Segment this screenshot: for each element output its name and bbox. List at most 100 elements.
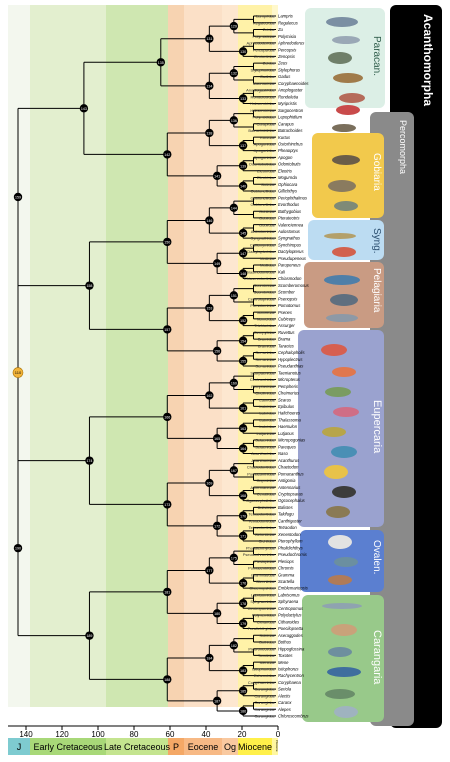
taxon-family: Eleotridae <box>257 175 276 180</box>
taxon-genus: Ostorhinchus <box>278 141 304 146</box>
taxon-family: Gobionellidae <box>251 202 276 207</box>
node-number: 140 <box>240 184 246 188</box>
node-circle <box>238 578 248 588</box>
node-number: 155 <box>240 359 246 363</box>
node-circle <box>205 391 214 400</box>
taxon-genus: Ogcocephalus <box>278 498 306 503</box>
taxon-family: Rondeletiidae <box>251 94 276 99</box>
taxon-family: Scombridae <box>254 290 276 295</box>
taxon-family: Scombridae <box>254 283 276 288</box>
node-circle <box>229 378 239 388</box>
era-label-pliocene: Pliocene <box>275 740 279 752</box>
taxon-genus: Zeus <box>277 61 288 66</box>
fish-illustration <box>325 387 351 397</box>
era-oligocene <box>222 738 238 755</box>
node-number: 162 <box>206 394 212 398</box>
node-number: 171 <box>240 534 246 538</box>
taxon-genus: Poecilopsetta <box>278 626 304 631</box>
fish-illustration <box>333 73 363 83</box>
taxon-family: Apogonidae <box>254 148 276 153</box>
taxon-family: Sphyraenidae <box>250 599 275 604</box>
node-circle <box>13 543 23 553</box>
node-number: 133 <box>240 97 246 101</box>
fish-illustration <box>332 155 360 165</box>
taxon-family: Zeidae <box>263 61 276 66</box>
node-circle <box>163 675 172 684</box>
taxon-genus: Cubiceps <box>278 316 296 321</box>
taxon-genus: Gramma <box>278 572 295 577</box>
taxon-genus: Dactylopterus <box>278 249 305 254</box>
taxon-genus: Chiasmodon <box>278 276 302 281</box>
node-circle <box>229 203 239 213</box>
taxon-family: Syngnathidae <box>251 236 276 241</box>
taxon-genus: Myripristis <box>278 101 298 106</box>
node-number: 145 <box>240 232 246 236</box>
axis-tick-label: 80 <box>130 730 139 739</box>
taxon-family: Polynemidae <box>252 613 276 618</box>
node-circle <box>205 566 214 575</box>
taxon-genus: Centropomus <box>278 606 304 611</box>
taxon-genus: Gadus <box>278 74 291 79</box>
taxon-family: Batrachoididae <box>248 128 275 133</box>
node-circle <box>156 58 165 67</box>
taxon-family: Acanthuridae <box>251 451 275 456</box>
fish-illustration <box>324 275 360 285</box>
taxon-family: Anoplogastridae <box>246 88 276 93</box>
root-node-number: 110 <box>15 370 22 375</box>
node-circle <box>163 587 172 597</box>
era-late-cretaceous <box>106 738 168 755</box>
taxon-genus: Polymixia <box>278 34 297 39</box>
node-number: 181 <box>164 590 170 594</box>
era-label-jurassic: J <box>17 742 22 752</box>
taxon-genus: Rachycentron <box>278 673 305 678</box>
taxon-family: Gobiidae <box>259 222 276 227</box>
node-markers: 129 130 131 132 133 134 135 136 137 138 139 140 141 1… <box>12 21 248 716</box>
taxon-genus: Coryphaenoides <box>278 81 309 86</box>
fish-illustration <box>331 624 357 636</box>
taxon-family: Macrouridae <box>253 81 276 86</box>
oligocene-band <box>222 5 238 707</box>
taxon-family: Centrarchidae <box>250 377 276 382</box>
fish-illustration <box>325 689 355 699</box>
node-circle <box>238 424 248 433</box>
node-circle <box>238 666 248 675</box>
taxon-genus: Apogon <box>277 155 293 160</box>
taxon-family: Gobionellidae <box>251 195 276 200</box>
node-circle <box>163 325 172 334</box>
taxon-genus: Takifugu <box>278 512 294 517</box>
node-number: 176 <box>240 582 246 586</box>
taxon-genus: Chloroscombrus <box>278 714 309 719</box>
node-circle <box>205 303 214 313</box>
node-circle <box>238 444 248 453</box>
taxon-genus: Parupeneus <box>278 263 301 268</box>
taxon-genus: Scomberomorus <box>278 283 310 288</box>
fish-illustration <box>332 36 360 44</box>
taxon-genus: Mogurnda <box>278 175 298 180</box>
taxon-family: Chiasmodontidae <box>244 276 276 281</box>
node-number: 138 <box>206 131 212 135</box>
era-miocene <box>238 738 272 755</box>
fish-illustration <box>328 647 352 657</box>
taxon-family: Sciaenidae <box>255 444 276 449</box>
fish-illustration <box>332 124 356 132</box>
taxon-family: Ceratiidae <box>257 491 276 496</box>
taxon-genus: Pholidichthys <box>278 545 304 550</box>
node-number: 166 <box>164 415 170 419</box>
taxon-family: Lutjanidae <box>257 431 276 436</box>
taxon-family: Pseudochromidae <box>243 552 276 557</box>
node-circle <box>238 531 248 541</box>
taxon-family: Pomacanthidae <box>247 471 276 476</box>
acanthomorpha-label: Acanthomorpha <box>421 14 435 106</box>
node-number: 177 <box>206 569 212 573</box>
taxon-family: Butidae <box>261 182 275 187</box>
taxon-genus: Seriola <box>278 687 292 692</box>
taxon-genus: Regalecus <box>278 20 299 25</box>
taxon-family: Mullidae <box>260 256 276 261</box>
time-axis: 140 120 100 80 60 40 20 0 <box>8 725 281 739</box>
node-number: 141 <box>214 174 220 178</box>
taxon-genus: Caranx <box>278 700 292 705</box>
taxon-genus: Brama <box>278 337 291 342</box>
node-circle <box>238 356 248 366</box>
axis-tick-label: 20 <box>238 730 247 739</box>
era-label-early-cretaceous: Early Cretaceous <box>33 742 103 752</box>
